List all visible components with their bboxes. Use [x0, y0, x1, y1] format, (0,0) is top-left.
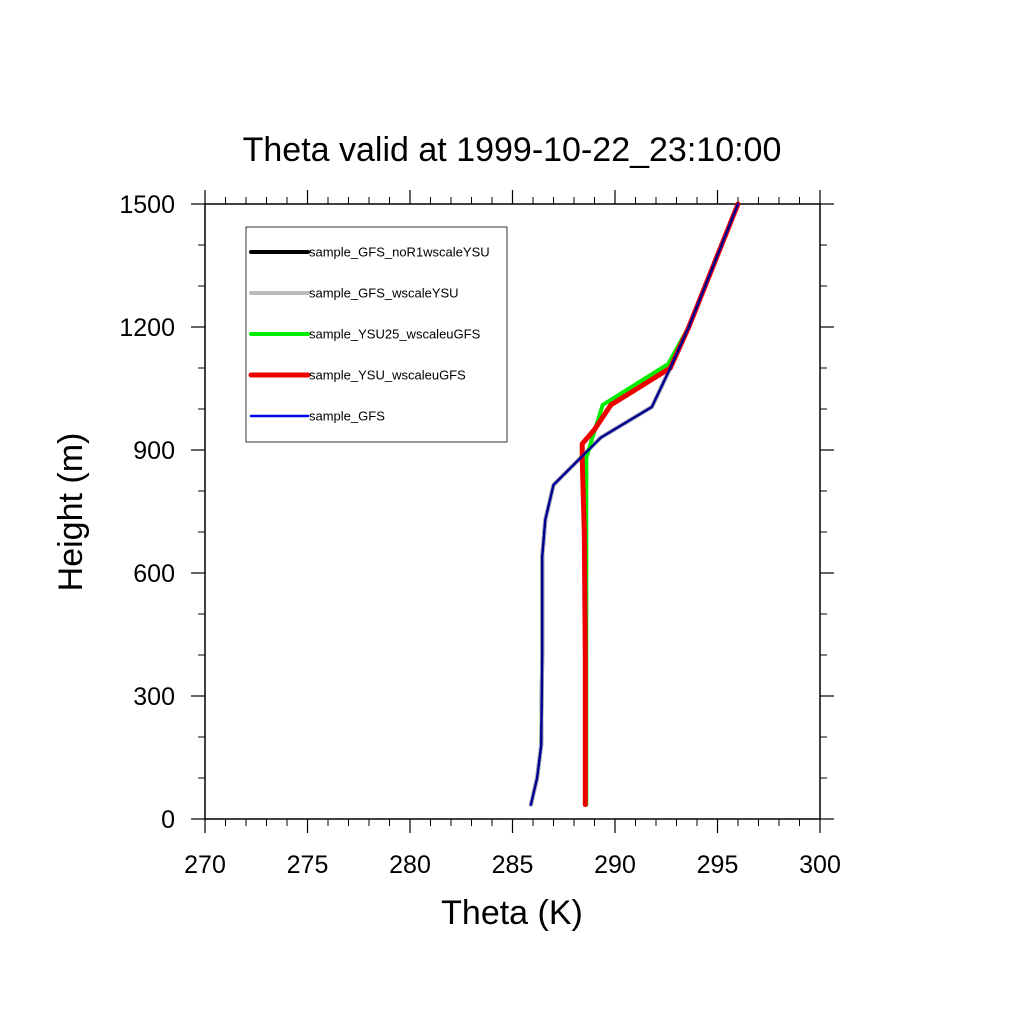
- x-tick-label: 280: [389, 851, 431, 879]
- series-line-4: [579, 201, 741, 808]
- y-tick-label: 600: [133, 560, 175, 588]
- legend-label: sample_GFS: [309, 409, 385, 424]
- legend-label: sample_YSU_wscaleuGFS: [309, 368, 466, 383]
- series-line-1: [528, 202, 740, 807]
- x-tick-label: 290: [594, 851, 636, 879]
- chart-title: Theta valid at 1999-10-22_23:10:00: [243, 131, 782, 169]
- series-line-2: [528, 202, 740, 807]
- y-axis-label: Height (m): [52, 433, 90, 592]
- y-tick-label: 0: [161, 806, 175, 834]
- legend-label: sample_GFS_noR1wscaleYSU: [309, 245, 490, 260]
- x-tick-label: 285: [492, 851, 534, 879]
- x-tick-label: 300: [799, 851, 841, 879]
- y-tick-label: 1500: [119, 191, 175, 219]
- legend-label: sample_YSU25_wscaleuGFS: [309, 327, 481, 342]
- series-line-overlay: [529, 203, 739, 805]
- series-line-3: [584, 202, 740, 807]
- series-line-5: [529, 202, 740, 806]
- legend: sample_GFS_noR1wscaleYSU sample_GFS_wscal…: [245, 226, 508, 443]
- x-axis-label: Theta (K): [441, 894, 583, 932]
- x-tick-label: 295: [697, 851, 739, 879]
- plot-area: 270 275 280 285 290 295 300 0 300 600 900 1200 1500: [119, 190, 841, 879]
- x-tick-label: 275: [287, 851, 329, 879]
- x-tick-label: 270: [184, 851, 226, 879]
- y-tick-label: 900: [133, 437, 175, 465]
- y-tick-label: 1200: [119, 314, 175, 342]
- y-tick-label: 300: [133, 683, 175, 711]
- legend-label: sample_GFS_wscaleYSU: [309, 286, 459, 301]
